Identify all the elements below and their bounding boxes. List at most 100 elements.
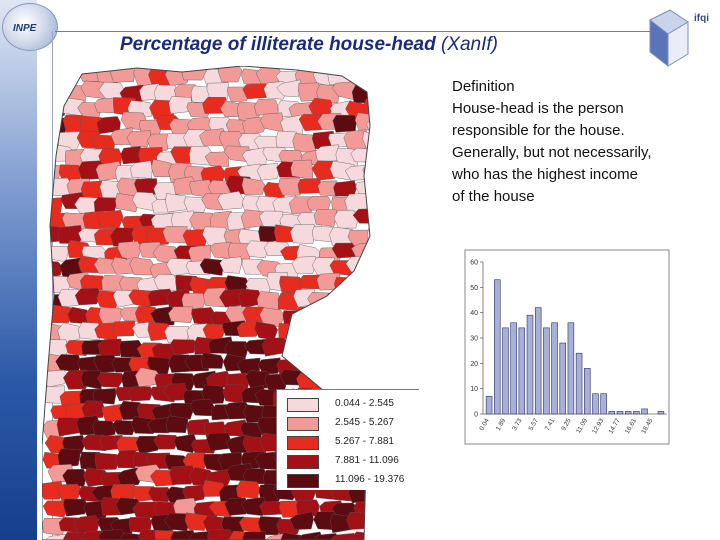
map-region <box>384 356 408 375</box>
map-region <box>373 244 398 260</box>
map-region <box>366 226 370 247</box>
histogram-bar <box>600 393 607 415</box>
map-region <box>171 210 195 230</box>
map-region <box>116 436 143 452</box>
map-region <box>385 261 406 278</box>
map-region <box>289 321 317 340</box>
map-region <box>55 66 80 86</box>
map-region <box>77 322 102 341</box>
histogram-bar <box>485 395 493 415</box>
map-region <box>406 115 421 134</box>
map-region <box>57 448 81 468</box>
map-region <box>384 292 407 308</box>
map-region <box>112 320 135 337</box>
map-region <box>97 338 123 357</box>
map-region <box>360 261 370 280</box>
map-region <box>333 209 359 229</box>
map-region <box>97 371 125 388</box>
map-region <box>418 226 420 246</box>
map-region <box>81 400 105 419</box>
map-region <box>372 84 395 102</box>
map-region <box>352 339 370 353</box>
map-region <box>362 162 370 182</box>
y-tick-label: 40 <box>470 310 478 317</box>
map-region <box>419 99 420 118</box>
map-region <box>330 532 356 540</box>
map-legend: 0.044 - 2.545 2.545 - 5.267 5.267 - 7.88… <box>276 389 419 490</box>
map-region <box>254 98 279 116</box>
map-region <box>401 293 420 311</box>
map-region <box>407 339 420 355</box>
map-region <box>219 256 242 274</box>
map-region <box>45 246 69 263</box>
map-region <box>57 483 82 502</box>
map-region <box>390 246 415 261</box>
map-region <box>42 66 66 86</box>
map-region <box>369 278 370 297</box>
map-region <box>56 417 81 437</box>
map-region <box>416 199 420 215</box>
map-region <box>168 306 194 324</box>
map-region <box>407 244 420 261</box>
map-region <box>346 511 370 530</box>
map-region <box>332 337 357 356</box>
map-region <box>181 66 207 81</box>
histogram-bar <box>567 322 575 415</box>
map-region <box>398 512 420 530</box>
map-region <box>366 192 370 213</box>
histogram-bar <box>657 411 665 415</box>
map-region <box>240 497 268 516</box>
map-region <box>217 191 244 210</box>
map-region <box>348 357 370 377</box>
map-region <box>241 147 267 167</box>
map-region <box>354 273 370 291</box>
corner-logo-text: ifqi <box>694 13 709 24</box>
y-tick-label: 60 <box>470 260 478 267</box>
page-title: Percentage of illiterate house-head (Xan… <box>120 34 498 56</box>
map-region <box>366 66 370 81</box>
histogram-bar <box>592 393 599 415</box>
map-region <box>236 480 260 499</box>
map-region <box>276 79 301 98</box>
y-tick-label: 0 <box>474 412 478 419</box>
y-tick-label: 50 <box>470 285 478 292</box>
map-region <box>366 318 370 337</box>
map-region <box>92 420 116 439</box>
map-region <box>398 68 420 86</box>
map-region <box>390 114 416 131</box>
map-region <box>241 177 266 195</box>
map-region <box>74 287 102 306</box>
map-region <box>406 311 420 326</box>
map-region <box>401 229 421 245</box>
map-region <box>291 256 317 274</box>
map-region <box>410 369 420 387</box>
map-region <box>352 208 370 224</box>
map-region <box>128 386 153 402</box>
map-region <box>350 306 370 326</box>
histogram-bar <box>608 411 616 415</box>
map-region <box>409 530 420 540</box>
legend-swatch <box>287 436 319 450</box>
title-main: Percentage of illiterate house-head <box>120 34 436 55</box>
map-region <box>367 338 370 355</box>
map-region <box>398 323 420 339</box>
map-region <box>80 80 106 99</box>
map-region <box>280 532 304 540</box>
map-region <box>343 292 368 312</box>
histogram-bar <box>526 314 534 415</box>
map-region <box>381 160 403 179</box>
map-region <box>306 196 331 212</box>
map-region <box>344 320 370 340</box>
choropleth-map <box>42 66 421 540</box>
map-region <box>202 323 226 340</box>
map-region <box>295 306 319 322</box>
legend-label: 11.096 - 19.376 <box>335 474 405 485</box>
definition-text: Definition House-head is the person resp… <box>452 76 712 208</box>
map-region <box>92 388 117 405</box>
map-region <box>373 211 398 228</box>
map-region <box>418 353 420 370</box>
map-region <box>131 416 155 434</box>
map-region <box>388 339 412 357</box>
map-region <box>283 336 308 353</box>
map-region <box>366 116 370 136</box>
